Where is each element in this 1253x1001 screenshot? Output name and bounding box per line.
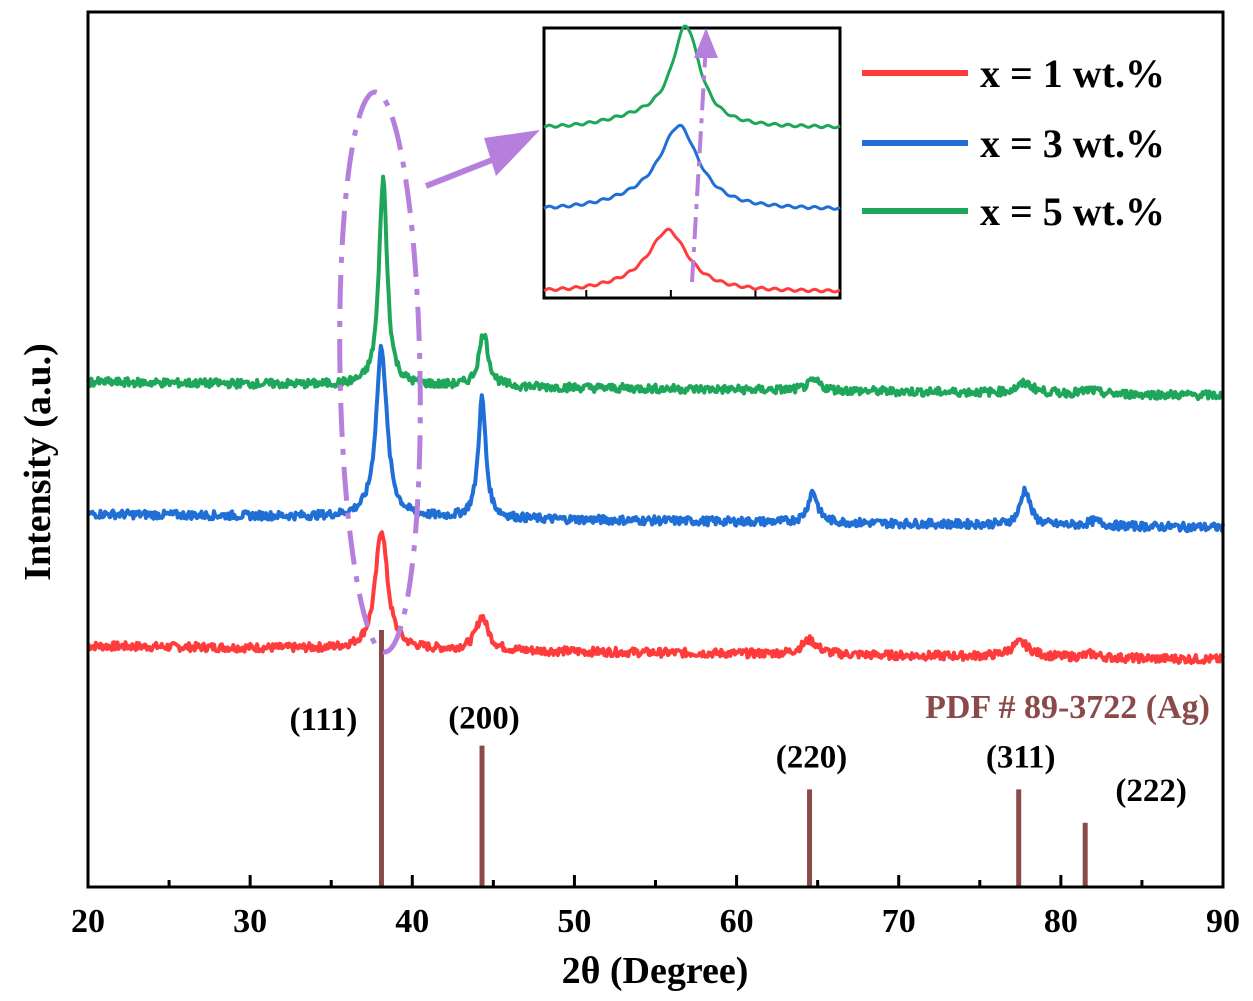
x-tick-label: 30 [233, 903, 267, 940]
x-axis-ticks: 20 30 40 50 60 70 80 90 [71, 875, 1240, 940]
inset-line-x5 [543, 24, 841, 130]
series-line-x3 [86, 343, 1225, 534]
x-tick-label: 50 [557, 903, 591, 940]
series-line-x1 [87, 530, 1225, 665]
legend-label-x1: x = 1 wt.% [980, 51, 1165, 96]
x-tick-label: 90 [1206, 903, 1240, 940]
series-layer [86, 174, 1225, 665]
legend: x = 1 wt.% x = 3 wt.% x = 5 wt.% [862, 51, 1165, 234]
x-axis-title: 2θ (Degree) [562, 950, 749, 992]
highlight-ellipse [337, 89, 423, 655]
y-axis-title: Intensity (a.u.) [17, 343, 59, 581]
inset-frame [542, 26, 842, 300]
x-tick-label: 60 [720, 903, 754, 940]
x-tick-label: 40 [395, 903, 429, 940]
reference-label-2: (220) [776, 739, 847, 775]
reference-pdf-label: PDF # 89-3722 (Ag) [925, 689, 1210, 726]
highlight-layer [337, 89, 540, 655]
reference-label-3: (311) [986, 739, 1056, 775]
series-line-x5 [86, 174, 1224, 402]
inset-shift-guide [690, 43, 708, 283]
inset-line-x3 [543, 123, 841, 211]
x-tick-label: 20 [71, 903, 105, 940]
inset-plot [542, 24, 842, 300]
x-tick-label: 70 [882, 903, 916, 940]
reference-label-1: (200) [448, 701, 519, 737]
legend-label-x5: x = 5 wt.% [980, 189, 1165, 234]
reference-label-4: (222) [1115, 773, 1186, 809]
reference-label-0: (111) [290, 702, 358, 738]
reference-layer: (111) (200) (220) (311) (222) [290, 630, 1187, 887]
x-tick-label: 80 [1044, 903, 1078, 940]
inset-shift-arrowhead [694, 28, 718, 58]
highlight-arrow-head [484, 130, 540, 176]
legend-label-x3: x = 3 wt.% [980, 121, 1165, 166]
highlight-arrow-shaft [424, 157, 494, 189]
